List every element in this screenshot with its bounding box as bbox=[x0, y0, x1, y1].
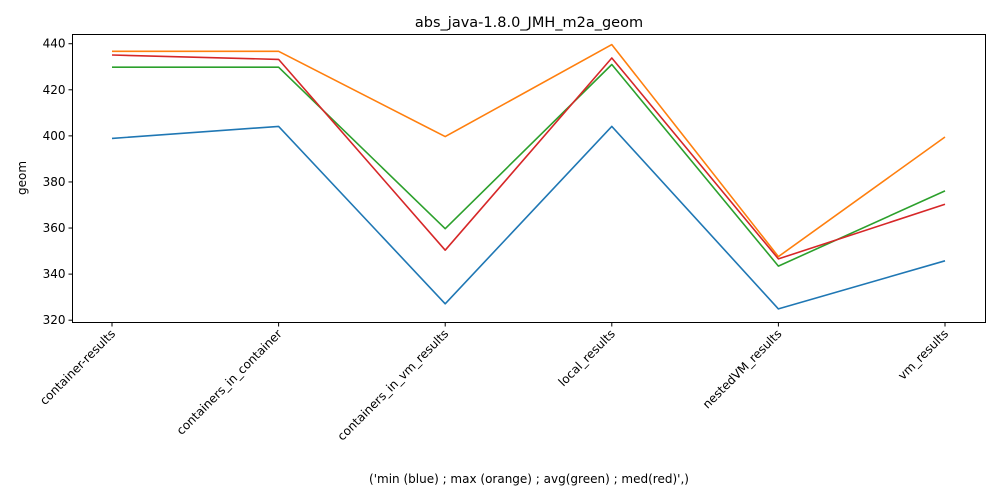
series-line-4 bbox=[111, 54, 946, 260]
y-tick-label: 440 bbox=[43, 37, 66, 51]
chart-title: abs_java-1.8.0_JMH_m2a_geom bbox=[415, 15, 643, 31]
y-tick-label: 420 bbox=[43, 83, 66, 97]
series-line-1 bbox=[111, 125, 946, 310]
series-line-3 bbox=[112, 63, 946, 267]
y-tick-label: 320 bbox=[43, 313, 66, 327]
plot-area bbox=[111, 43, 946, 310]
axes-frame bbox=[72, 34, 986, 323]
y-axis: 320 340 360 380 400 420 440 bbox=[43, 37, 73, 327]
y-tick-label: 360 bbox=[43, 221, 66, 235]
y-tick-label: 380 bbox=[43, 175, 66, 189]
y-tick-label: 400 bbox=[43, 129, 66, 143]
series-line-2 bbox=[112, 43, 946, 258]
y-axis-label: geom bbox=[15, 161, 29, 195]
y-tick-label: 340 bbox=[43, 267, 66, 281]
x-axis-label: ('min (blue) ; max (orange) ; avg(green)… bbox=[369, 472, 689, 486]
